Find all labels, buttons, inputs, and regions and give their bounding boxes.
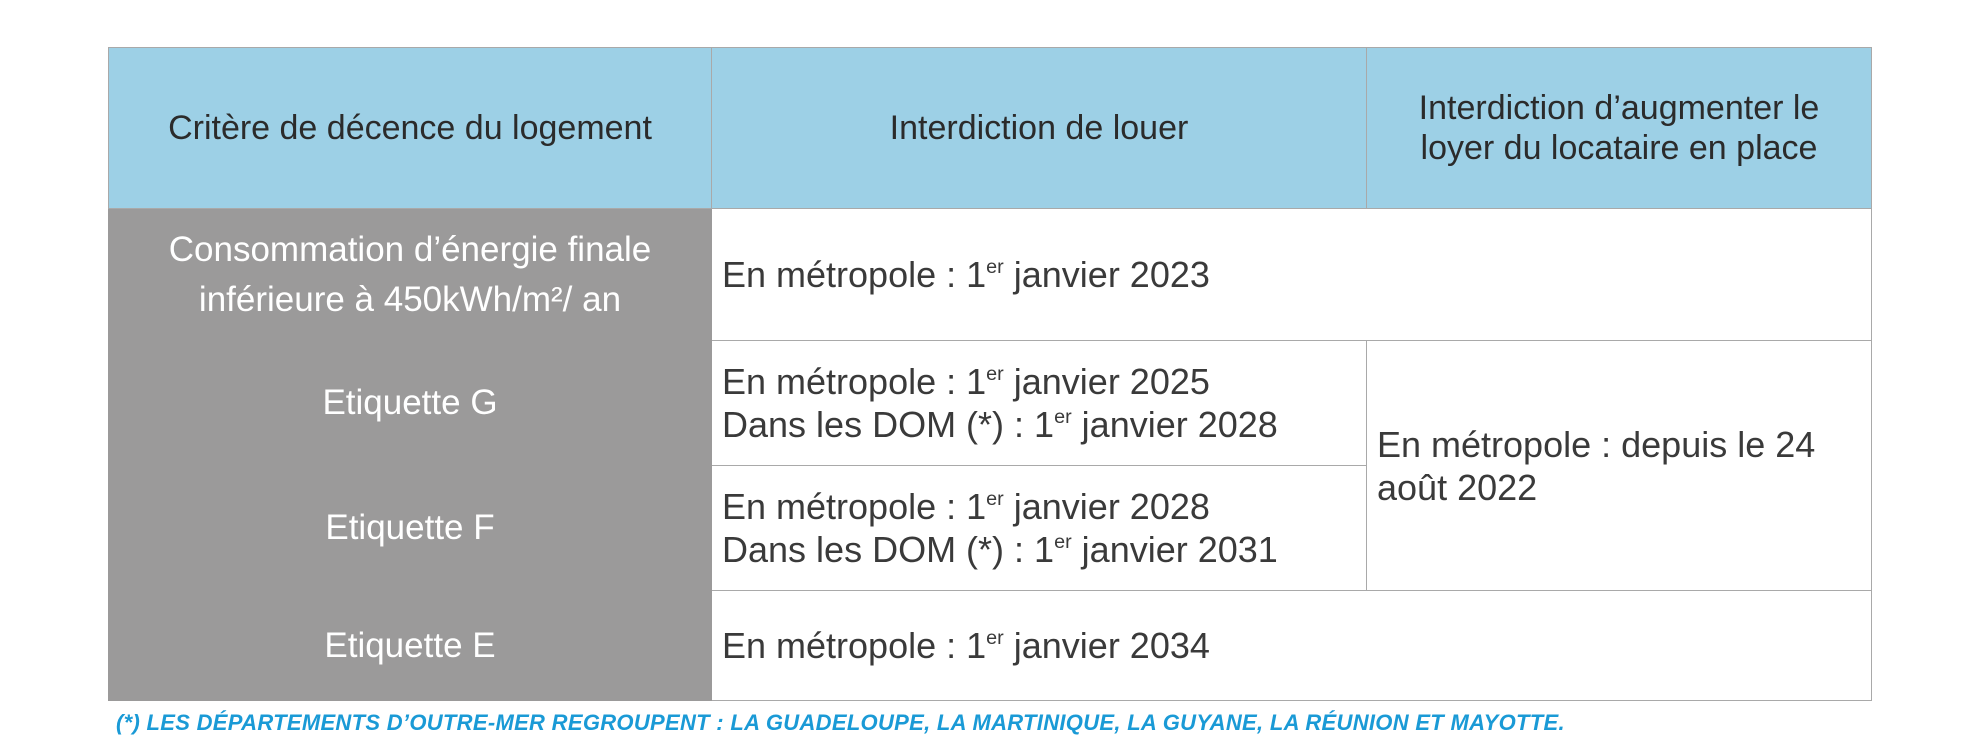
- ordinal-superscript: er: [986, 626, 1004, 649]
- rental-ban-line: En métropole : 1er janvier 2034: [722, 625, 1210, 666]
- table-row: Etiquette F En métropole : 1er janvier 2…: [108, 465, 1872, 591]
- ordinal-superscript: er: [986, 255, 1004, 278]
- row-label-text: Consommation d’énergie finale inférieure…: [168, 229, 652, 319]
- decency-criteria-table: Critère de décence du logement Interdict…: [108, 47, 1872, 701]
- rental-ban-cell: En métropole : 1er janvier 2028 Dans les…: [711, 465, 1367, 591]
- table-row: Consommation d’énergie finale inférieure…: [108, 208, 1872, 341]
- ordinal-superscript: er: [986, 487, 1004, 510]
- ordinal-superscript: er: [1054, 530, 1072, 553]
- row-label-text: Etiquette F: [325, 508, 495, 547]
- rental-ban-line: Dans les DOM (*) : 1er janvier 2028: [722, 404, 1278, 445]
- rental-ban-line: En métropole : 1er janvier 2028: [722, 486, 1210, 527]
- rental-ban-cell: En métropole : 1er janvier 2034: [711, 590, 1872, 701]
- ordinal-superscript: er: [986, 362, 1004, 385]
- rent-increase-ban-cell: En métropole : depuis le 24 août 2022: [1366, 340, 1872, 591]
- header-criterion-text: Critère de décence du logement: [168, 109, 652, 147]
- row-label-text: Etiquette G: [322, 383, 498, 422]
- row-label: Etiquette G: [108, 340, 712, 466]
- header-rental-ban: Interdiction de louer: [711, 47, 1367, 209]
- header-rent-increase-ban: Interdiction d’augmenter le loyer du loc…: [1366, 47, 1872, 209]
- header-rent-increase-ban-text: Interdiction d’augmenter le loyer du loc…: [1418, 89, 1820, 167]
- row-label: Etiquette E: [108, 590, 712, 701]
- rental-ban-line: Dans les DOM (*) : 1er janvier 2031: [722, 529, 1278, 570]
- header-row: Critère de décence du logement Interdict…: [108, 47, 1872, 209]
- table-row: Etiquette E En métropole : 1er janvier 2…: [108, 590, 1872, 701]
- rental-ban-line: En métropole : 1er janvier 2023: [722, 254, 1210, 295]
- footnote: (*) LES DÉPARTEMENTS D’OUTRE-MER REGROUP…: [116, 710, 1565, 735]
- header-rental-ban-text: Interdiction de louer: [889, 109, 1189, 147]
- rental-ban-cell: En métropole : 1er janvier 2023: [711, 208, 1872, 341]
- rental-ban-line: En métropole : 1er janvier 2025: [722, 361, 1210, 402]
- table-row: Etiquette G En métropole : 1er janvier 2…: [108, 340, 1872, 591]
- row-label-text: Etiquette E: [324, 625, 496, 665]
- row-label: Consommation d’énergie finale inférieure…: [108, 208, 712, 341]
- rental-ban-cell: En métropole : 1er janvier 2025 Dans les…: [711, 340, 1367, 466]
- rent-increase-ban-text: En métropole : depuis le 24 août 2022: [1377, 423, 1816, 508]
- header-criterion: Critère de décence du logement: [108, 47, 712, 209]
- ordinal-superscript: er: [1054, 405, 1072, 428]
- row-label: Etiquette F: [108, 465, 712, 591]
